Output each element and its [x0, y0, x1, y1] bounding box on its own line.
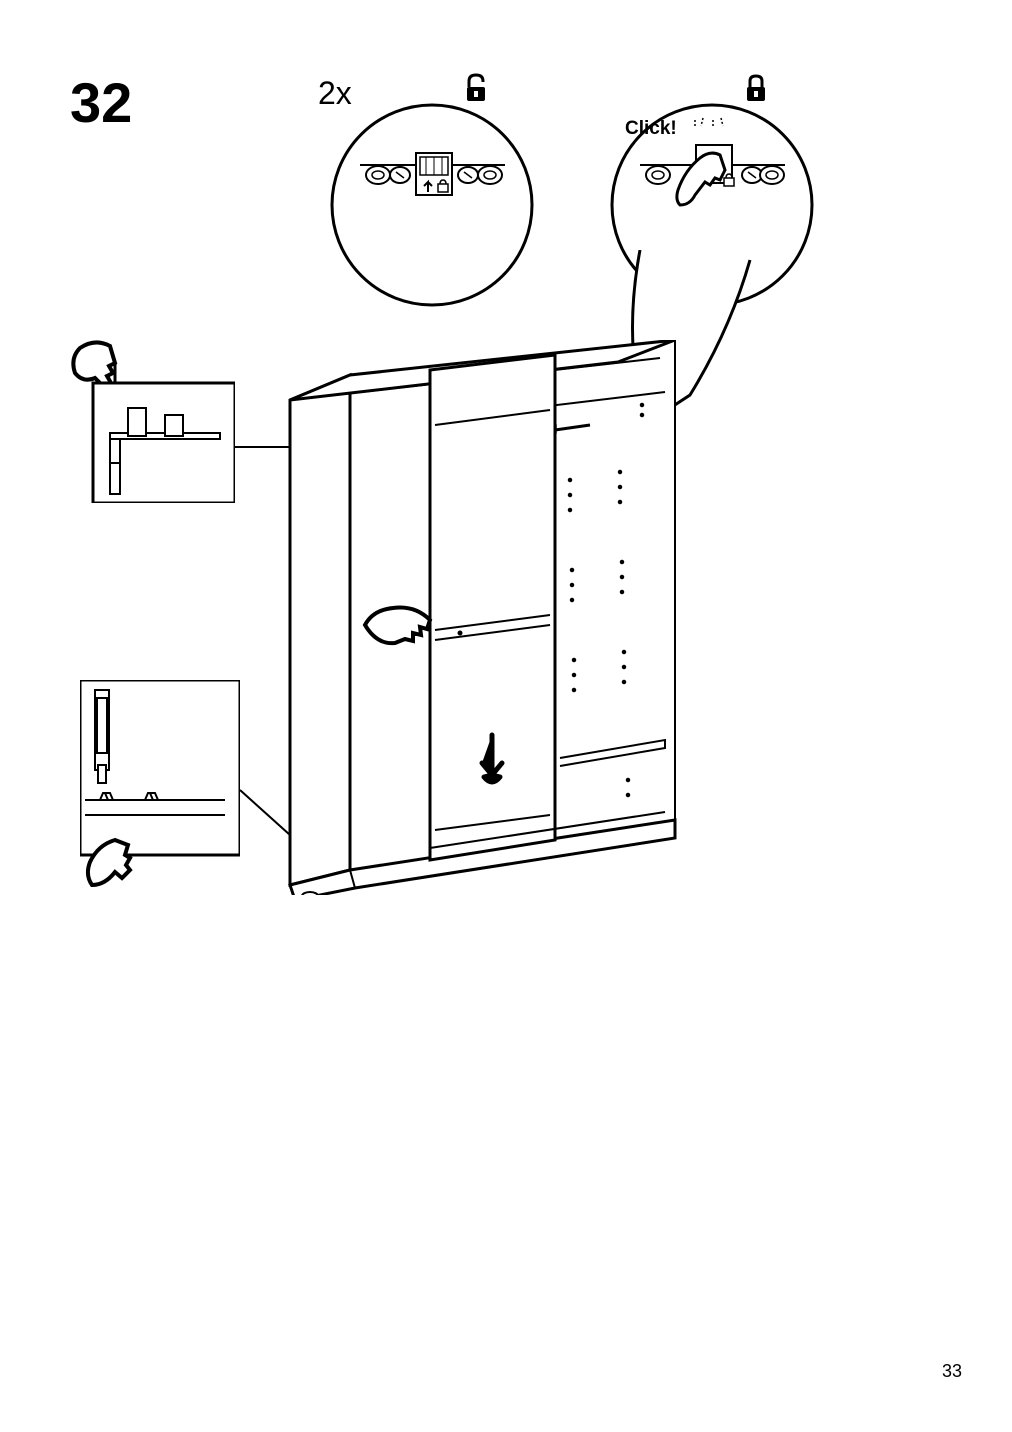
open-lock-icon [467, 75, 485, 101]
callout-unlock-detail [310, 65, 555, 310]
step-number: 32 [70, 70, 132, 135]
detail-bottom-track [80, 680, 240, 900]
click-label: Click! [625, 118, 677, 140]
instruction-page: 32 2x [0, 0, 1012, 1432]
closed-lock-icon [747, 76, 765, 101]
detail-top-hinge [65, 328, 235, 503]
wardrobe-illustration [280, 340, 680, 895]
page-number: 33 [942, 1361, 962, 1382]
